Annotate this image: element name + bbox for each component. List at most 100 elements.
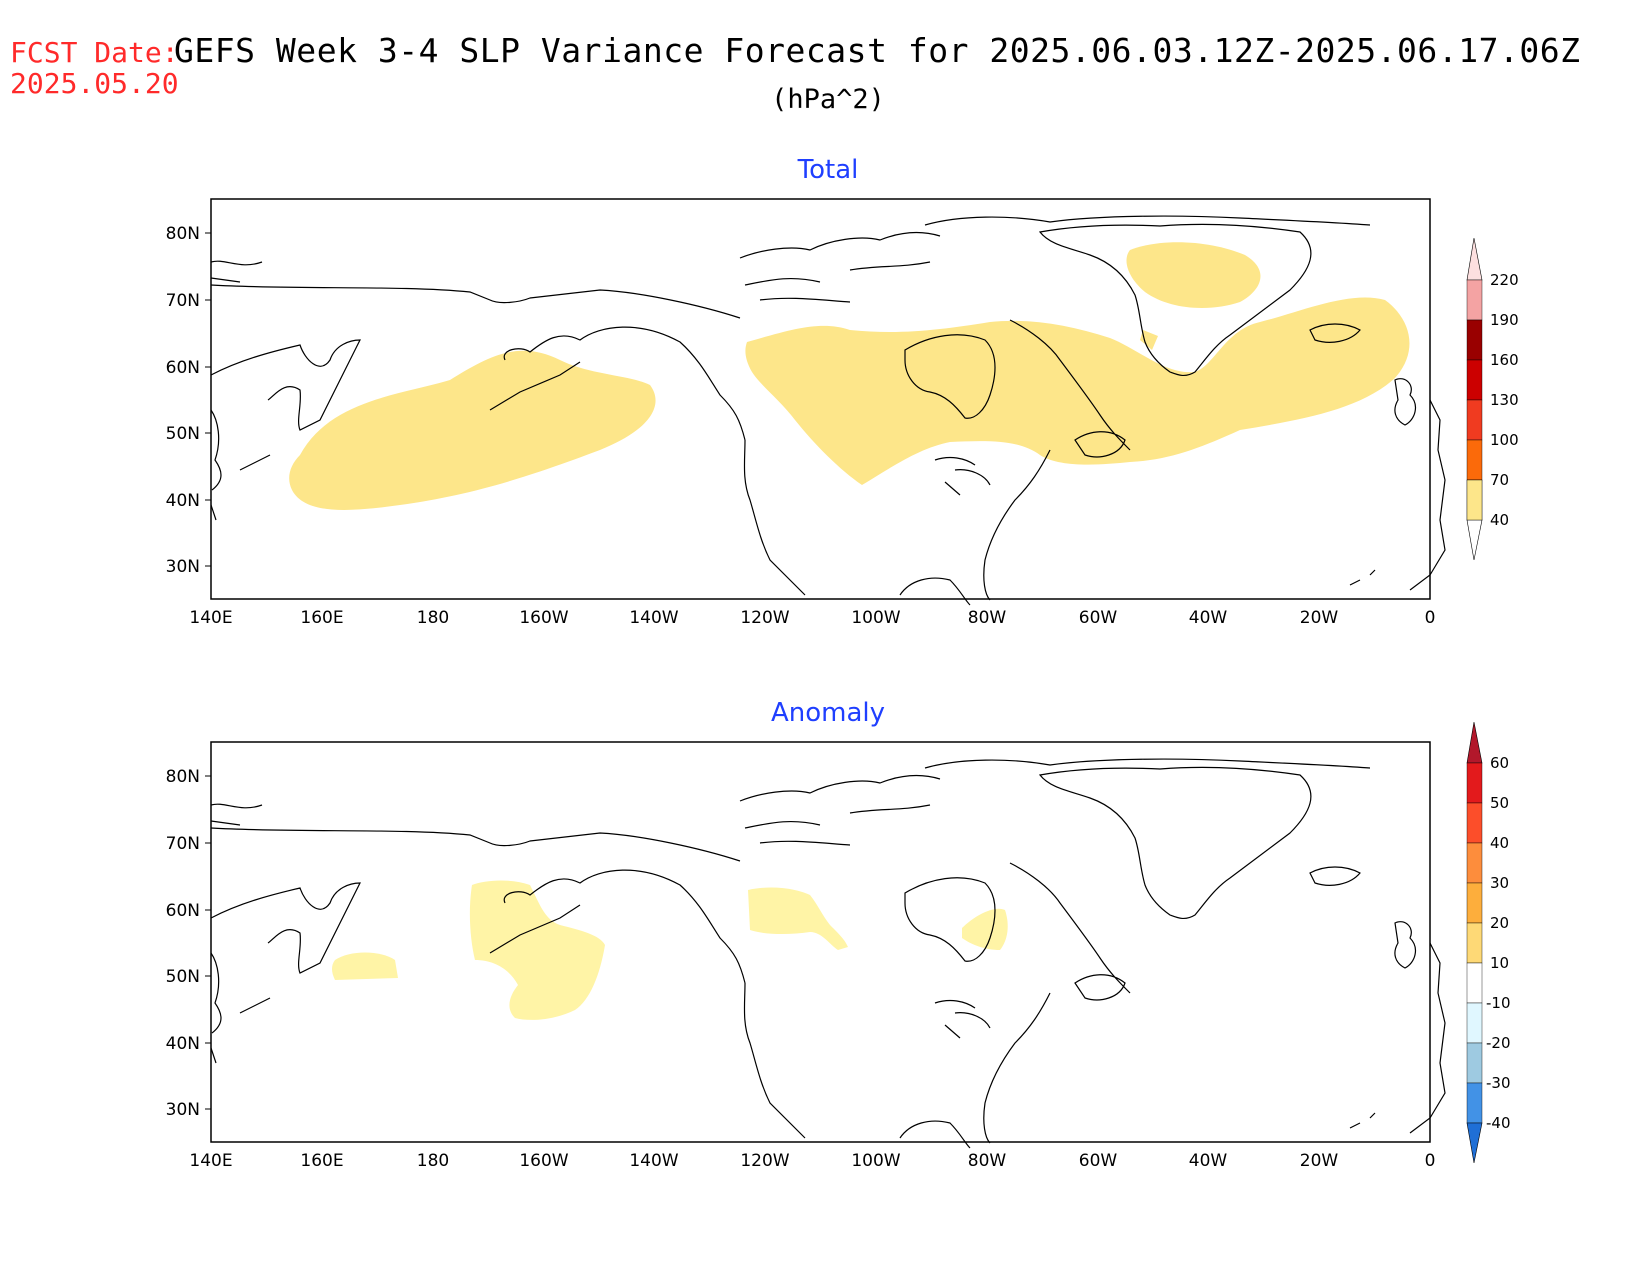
anomaly-colorbar-bin-neg10	[1466, 1002, 1483, 1044]
anomaly-shade-aleutian-west	[332, 952, 398, 980]
anomaly-shade-hudson	[962, 908, 1008, 950]
anomaly-colorbar-bin-neg20	[1466, 1042, 1483, 1084]
total-colorbar-bottom-triangle	[1466, 519, 1483, 561]
anomaly-ytick-80n: 80N	[166, 767, 200, 787]
total-coastlines	[210, 215, 1446, 606]
anomaly-xtick-40w: 40W	[1189, 1151, 1228, 1171]
figure-title: GEFS Week 3-4 SLP Variance Forecast for …	[174, 31, 1580, 70]
anomaly-map-frame	[210, 741, 1431, 1143]
anomaly-cbar-label-30: 30	[1490, 874, 1509, 892]
anomaly-colorbar-bin-neg30	[1466, 1082, 1483, 1124]
anomaly-ytick-30n: 30N	[166, 1100, 200, 1120]
anomaly-shading	[332, 880, 1008, 1020]
total-cbar-label-190: 190	[1490, 311, 1519, 329]
total-cbar-label-220: 220	[1490, 271, 1519, 289]
anomaly-ytick-60n: 60N	[166, 901, 200, 921]
anomaly-cbar-label-50: 50	[1490, 794, 1509, 812]
total-xtick-140e: 140E	[189, 608, 232, 628]
anomaly-panel-title: Anomaly	[771, 698, 885, 728]
anomaly-panel: Anomaly	[166, 698, 1511, 1171]
shade-greenland-tip	[1140, 330, 1158, 350]
total-ytick-80n: 80N	[166, 224, 200, 244]
anomaly-y-axis: 80N 70N 60N 50N 40N 30N	[166, 767, 211, 1120]
total-xtick-160e: 160E	[300, 608, 343, 628]
anomaly-ytick-40n: 40N	[166, 1034, 200, 1054]
total-colorbar: 220 190 160 130 100 70 40	[1466, 237, 1519, 561]
total-cbar-label-40: 40	[1490, 511, 1509, 529]
anomaly-cbar-label-neg30: -30	[1486, 1074, 1511, 1092]
total-map-frame	[210, 198, 1431, 600]
anomaly-cbar-label-neg40: -40	[1486, 1114, 1511, 1132]
total-xtick-160w: 160W	[519, 608, 568, 628]
anomaly-colorbar-bottom-triangle	[1466, 1122, 1483, 1164]
anomaly-x-axis: 140E 160E 180 160W 140W 120W 100W 80W 60…	[189, 1151, 1435, 1171]
total-colorbar-top-triangle	[1466, 237, 1483, 281]
total-cbar-label-70: 70	[1490, 471, 1509, 489]
anomaly-cbar-label-neg20: -20	[1486, 1034, 1511, 1052]
anomaly-xtick-120w: 120W	[740, 1151, 789, 1171]
total-cbar-label-160: 160	[1490, 351, 1519, 369]
total-xtick-20w: 20W	[1300, 608, 1339, 628]
total-colorbar-bin-100	[1466, 439, 1483, 481]
anomaly-ytick-70n: 70N	[166, 834, 200, 854]
total-panel-title: Total	[797, 155, 859, 185]
anomaly-colorbar-bin-40	[1466, 842, 1483, 884]
total-x-axis: 140E 160E 180 160W 140W 120W 100W 80W 60…	[189, 608, 1435, 628]
total-colorbar-bin-220	[1466, 279, 1483, 321]
anomaly-cbar-label-neg10: -10	[1486, 994, 1511, 1012]
shade-greenland	[1126, 242, 1261, 308]
total-xtick-0: 0	[1425, 608, 1436, 628]
anomaly-xtick-180: 180	[417, 1151, 449, 1171]
total-colorbar-bin-130	[1466, 399, 1483, 441]
total-xtick-140w: 140W	[629, 608, 678, 628]
anomaly-cbar-label-60: 60	[1490, 754, 1509, 772]
anomaly-shade-bering	[469, 880, 605, 1020]
anomaly-cbar-label-40: 40	[1490, 834, 1509, 852]
anomaly-colorbar-bin-30	[1466, 882, 1483, 924]
fcst-date: 2025.05.20	[10, 67, 179, 100]
anomaly-ytick-50n: 50N	[166, 967, 200, 987]
anomaly-xtick-0: 0	[1425, 1151, 1436, 1171]
total-colorbar-bin-160	[1466, 359, 1483, 401]
anomaly-colorbar-bin-60	[1466, 762, 1483, 804]
anomaly-xtick-140e: 140E	[189, 1151, 232, 1171]
anomaly-coastlines	[210, 758, 1446, 1149]
total-xtick-60w: 60W	[1079, 608, 1118, 628]
total-panel: Total	[166, 155, 1519, 628]
anomaly-xtick-140w: 140W	[629, 1151, 678, 1171]
anomaly-colorbar-bin-20	[1466, 922, 1483, 964]
total-xtick-100w: 100W	[851, 608, 900, 628]
anomaly-cbar-label-20: 20	[1490, 914, 1509, 932]
anomaly-cbar-label-10: 10	[1490, 954, 1509, 972]
anomaly-colorbar-bin-50	[1466, 802, 1483, 844]
total-ytick-70n: 70N	[166, 291, 200, 311]
total-colorbar-bin-40	[1466, 479, 1483, 521]
total-xtick-80w: 80W	[968, 608, 1007, 628]
total-ytick-30n: 30N	[166, 557, 200, 577]
total-ytick-40n: 40N	[166, 491, 200, 511]
anomaly-xtick-160e: 160E	[300, 1151, 343, 1171]
anomaly-xtick-60w: 60W	[1079, 1151, 1118, 1171]
anomaly-colorbar-top-triangle	[1466, 721, 1483, 764]
figure-units: (hPa^2)	[771, 84, 885, 115]
fcst-label: FCST Date:	[10, 36, 179, 69]
anomaly-shade-canada-west	[748, 887, 848, 950]
total-xtick-120w: 120W	[740, 608, 789, 628]
total-cbar-label-130: 130	[1490, 391, 1519, 409]
anomaly-colorbar-bin-10	[1466, 962, 1483, 1004]
anomaly-xtick-100w: 100W	[851, 1151, 900, 1171]
shade-pacific	[289, 350, 656, 510]
shade-north-atlantic	[745, 297, 1410, 485]
total-xtick-40w: 40W	[1189, 608, 1228, 628]
anomaly-xtick-80w: 80W	[968, 1151, 1007, 1171]
total-ytick-50n: 50N	[166, 424, 200, 444]
total-xtick-180: 180	[417, 608, 449, 628]
total-cbar-label-100: 100	[1490, 431, 1519, 449]
total-y-axis: 80N 70N 60N 50N 40N 30N	[166, 224, 211, 577]
anomaly-xtick-20w: 20W	[1300, 1151, 1339, 1171]
anomaly-colorbar: 60 50 40 30 20 10 -10 -20 -30 -40	[1466, 721, 1511, 1164]
total-shading	[289, 242, 1410, 510]
total-colorbar-bin-190	[1466, 319, 1483, 361]
anomaly-xtick-160w: 160W	[519, 1151, 568, 1171]
